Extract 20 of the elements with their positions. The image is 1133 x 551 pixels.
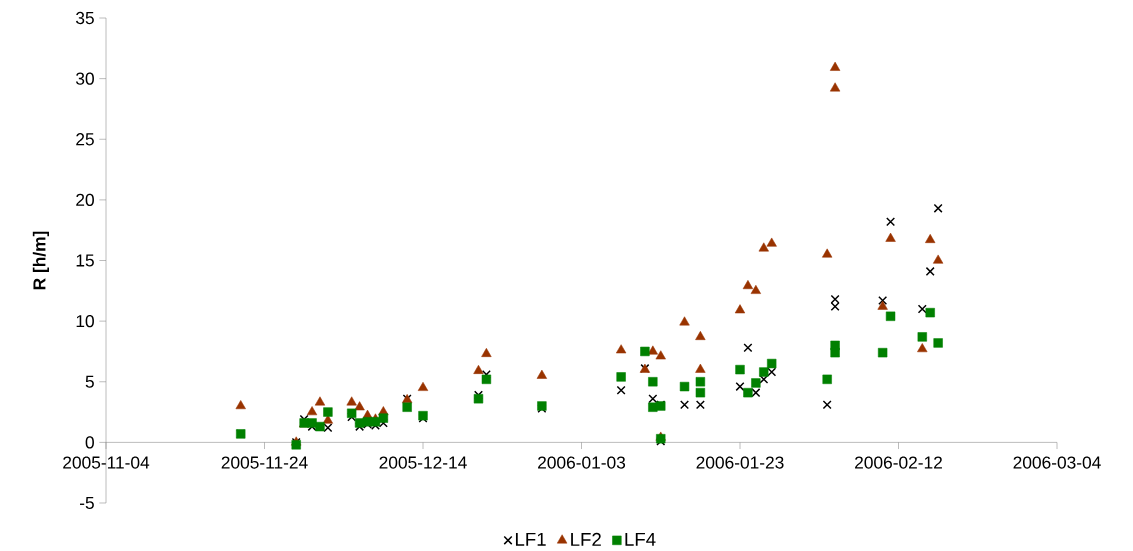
- y-tick-label: 25: [76, 133, 94, 146]
- y-tick-label: 20: [76, 193, 94, 207]
- legend-label: LF1: [515, 532, 546, 546]
- legend-label: LF4: [625, 532, 656, 546]
- x-tick-label: 2005-11-04: [63, 456, 150, 469]
- y-tick-label: 30: [76, 72, 94, 85]
- x-tick-label: 2006-03-04: [1013, 456, 1101, 469]
- legend-label: LF2: [571, 532, 601, 546]
- y-axis-title: R [h/m]: [32, 231, 49, 290]
- y-tick-label: -5: [79, 496, 94, 510]
- y-tick-label: 5: [85, 375, 94, 388]
- x-tick-label: 2006-01-23: [696, 456, 784, 469]
- x-tick-label: 2005-11-24: [221, 456, 308, 469]
- x-tick-label: 2006-02-12: [855, 456, 942, 469]
- y-tick-label: 35: [76, 11, 94, 25]
- x-tick-label: 2006-01-03: [538, 456, 626, 469]
- y-tick-label: 15: [76, 254, 94, 267]
- y-tick-label: 10: [76, 314, 94, 328]
- y-tick-label: 0: [85, 436, 94, 449]
- x-tick-label: 2005-12-14: [379, 456, 467, 469]
